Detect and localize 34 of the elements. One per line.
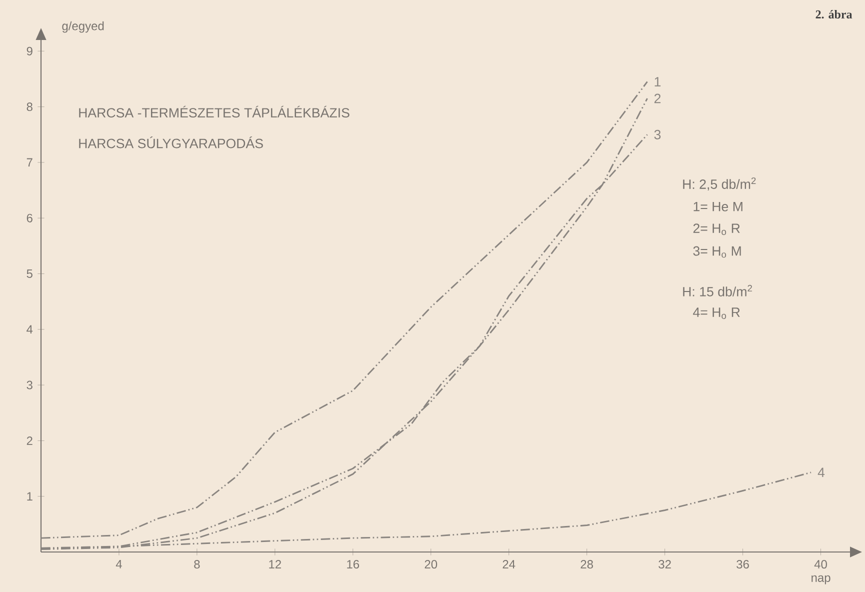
series-label: 3 [654, 130, 661, 140]
x-tick-label: 8 [194, 560, 200, 569]
x-tick-label: 20 [424, 560, 438, 569]
annotation: 1= He M [694, 202, 742, 212]
x-tick-label: 12 [269, 560, 281, 568]
y-tick-label: 3 [26, 380, 32, 390]
y-tick-label: 2 [26, 436, 32, 445]
y-tick-label: 8 [26, 102, 32, 112]
x-tick-label: 24 [502, 560, 516, 568]
text: 2. ábra [816, 10, 852, 19]
y-tick-label: 4 [26, 325, 33, 334]
annotation: 3= H$_{o}$ M [693, 246, 741, 258]
y-tick-label: 5 [26, 270, 32, 278]
y-tick-label: 1 [27, 492, 32, 500]
y-axis-title: g/egyed [62, 21, 104, 33]
y-tick-label: 7 [26, 158, 32, 167]
y-tick-label: 9 [26, 46, 32, 56]
series-label: 2 [654, 94, 661, 104]
series-label: 1 [654, 77, 661, 86]
text: HARCSA SÚLYGYARAPODÁS [79, 136, 263, 148]
text: HARCSA -TERMÉSZETES TÁPLÁLÉKBÁZIS [79, 106, 350, 118]
x-tick-label: 40 [814, 560, 827, 569]
x-tick-label: 28 [580, 560, 593, 569]
x-tick-label: 4 [116, 560, 122, 568]
annotation: 4= H$_{o}$ R [693, 308, 740, 319]
y-tick-label: 6 [26, 214, 32, 222]
x-tick-label: 36 [736, 560, 749, 569]
annotation: H: 2,5 db/m$^{2}$ [683, 177, 756, 191]
annotation: 2= H$_{o}$ R [693, 224, 740, 236]
x-tick-label: 16 [347, 560, 360, 569]
x-axis-title: nap [812, 575, 830, 584]
series-label: 4 [818, 468, 825, 477]
x-tick-label: 32 [658, 560, 671, 569]
annotation: H: 15 db/m$^{2}$ [683, 284, 752, 296]
